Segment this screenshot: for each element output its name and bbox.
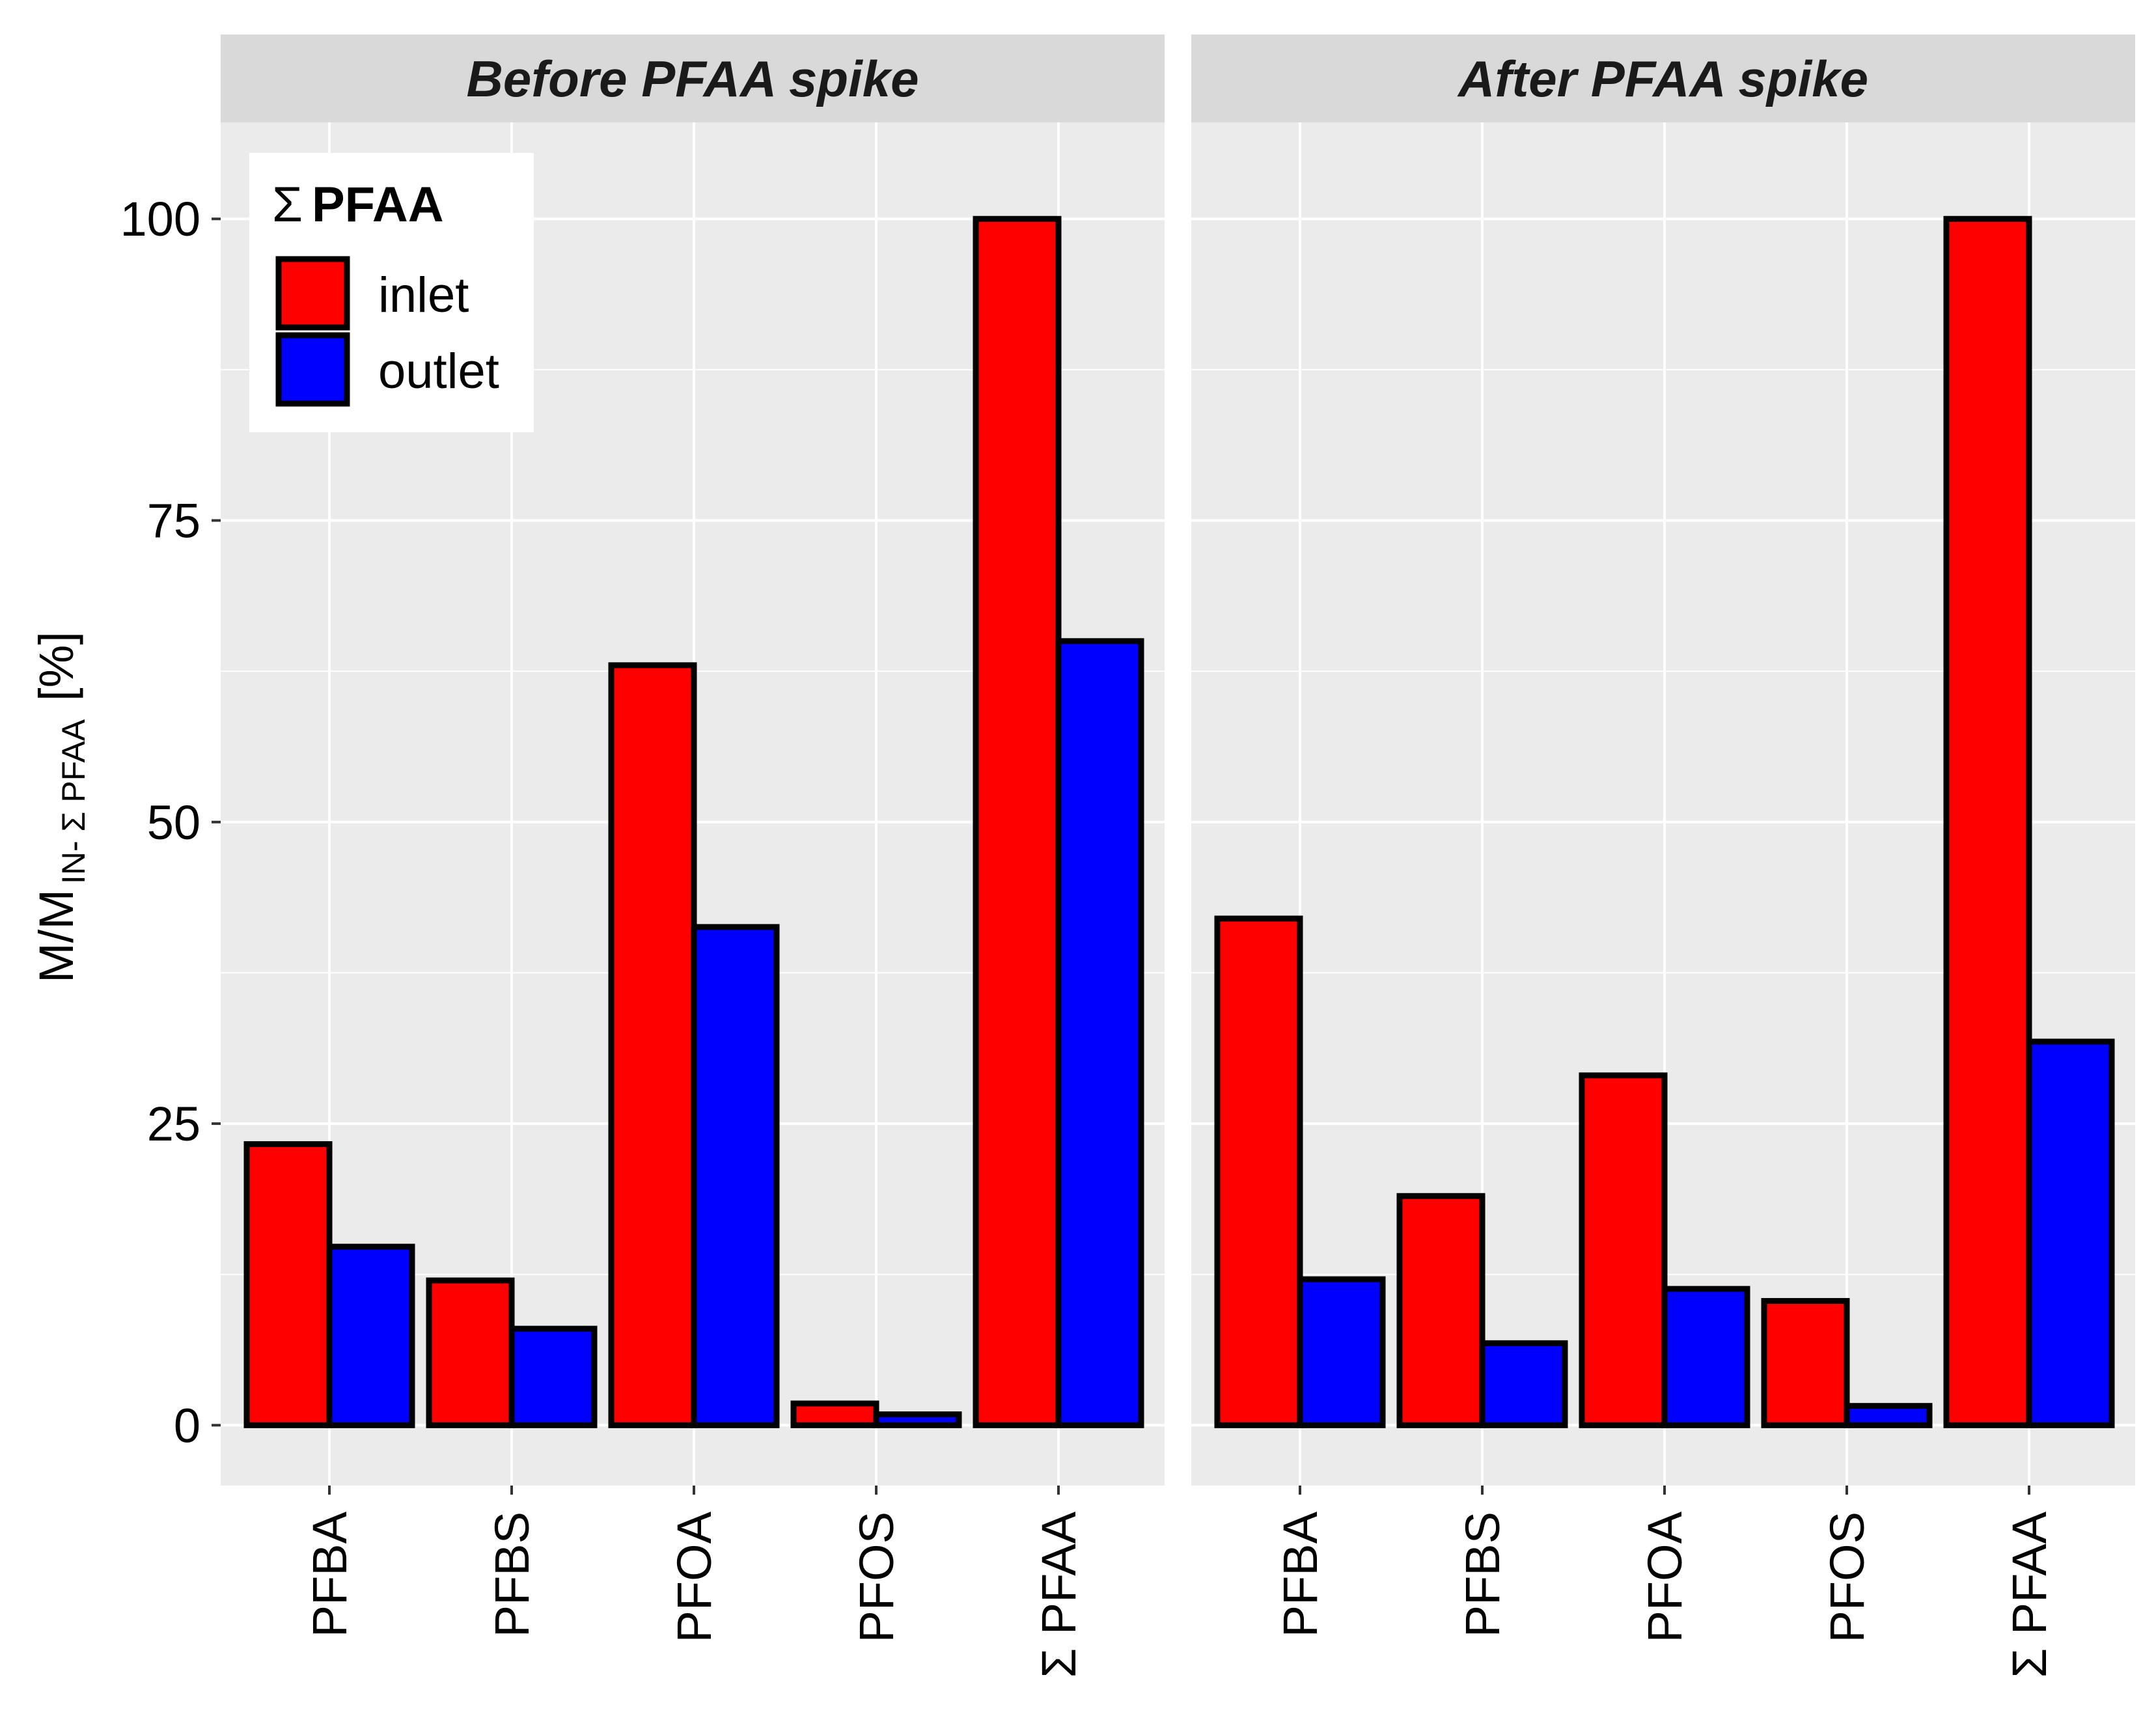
bar-after-outlet-pfbs [1479, 1340, 1568, 1428]
legend-swatch-outlet [275, 332, 350, 407]
y-tick-label: 75 [147, 494, 200, 548]
legend-label-outlet: outlet [378, 344, 499, 399]
facet-strip-before [221, 35, 1165, 122]
y-axis-label-unit: [%] [29, 631, 83, 701]
facet-title-after: After PFAA spike [1457, 50, 1868, 107]
y-axis-tick-labels: 0 25 50 75 100 [120, 192, 200, 1452]
bar-after-inlet-pfaa [1943, 215, 2032, 1428]
bar-after-inlet-pfba [1214, 915, 1303, 1428]
legend-title-text: PFAA [312, 177, 444, 232]
facet-strip-after [1191, 35, 2135, 122]
y-axis-label: M/M IN- Σ PFAA [%] [29, 631, 92, 983]
x-tick-label-before: PFOA [667, 1511, 721, 1642]
legend-swatch-inlet [275, 256, 350, 331]
x-tick-label-before: PFBA [303, 1511, 357, 1637]
bars [243, 215, 2115, 1428]
x-axis-tick-labels: PFBA PFBS PFOA PFOS Σ PFAA PFBA PFBS PFOA PFOS Σ … [303, 1511, 2056, 1678]
bar-before-outlet-pfbs [508, 1325, 598, 1428]
y-tick-label: 0 [174, 1398, 200, 1452]
bar-after-inlet-pfoa [1579, 1072, 1668, 1428]
bar-before-outlet-pfaa [1055, 638, 1144, 1428]
bar-after-outlet-pfoa [1661, 1286, 1750, 1428]
x-tick-label-before: PFOS [850, 1512, 904, 1642]
y-tick-label: 25 [147, 1097, 200, 1151]
bar-after-inlet-pfbs [1396, 1193, 1486, 1428]
x-tick-label-after: Σ PFAA [2002, 1511, 2056, 1678]
bar-after-outlet-pfos [1844, 1403, 1933, 1428]
x-tick-label-after: PFOA [1638, 1511, 1692, 1642]
x-tick-label-before: PFBS [485, 1512, 539, 1637]
bar-before-outlet-pfos [873, 1411, 962, 1428]
x-tick-label-before: Σ PFAA [1032, 1511, 1086, 1678]
y-axis-label-main: M/M [29, 889, 83, 983]
legend-title-symbol: Σ [272, 177, 303, 232]
legend-title: Σ PFAA [272, 177, 444, 232]
bar-after-outlet-pfba [1297, 1276, 1386, 1428]
bar-before-inlet-pfbs [426, 1277, 515, 1428]
bar-after-outlet-pfaa [2026, 1038, 2115, 1428]
legend-label-inlet: inlet [378, 268, 469, 323]
legend: Σ PFAA inlet outlet [249, 153, 534, 432]
bar-before-outlet-pfoa [691, 924, 780, 1428]
y-tick-label: 50 [147, 795, 200, 850]
bar-before-inlet-pfba [243, 1141, 333, 1428]
bar-after-inlet-pfos [1761, 1297, 1850, 1428]
x-tick-label-after: PFBS [1456, 1512, 1510, 1637]
y-tick-label: 100 [120, 192, 200, 246]
x-tick-label-after: PFBA [1273, 1511, 1327, 1637]
bar-before-outlet-pfba [326, 1243, 415, 1428]
bar-before-inlet-pfaa [973, 215, 1062, 1428]
facet-title-before: Before PFAA spike [467, 50, 919, 107]
y-axis-label-subscript: IN- Σ PFAA [55, 719, 92, 884]
bar-before-inlet-pfoa [608, 662, 697, 1428]
axis-ticks [212, 217, 2030, 1495]
x-tick-label-after: PFOS [1820, 1512, 1874, 1642]
bar-before-inlet-pfos [790, 1400, 879, 1428]
